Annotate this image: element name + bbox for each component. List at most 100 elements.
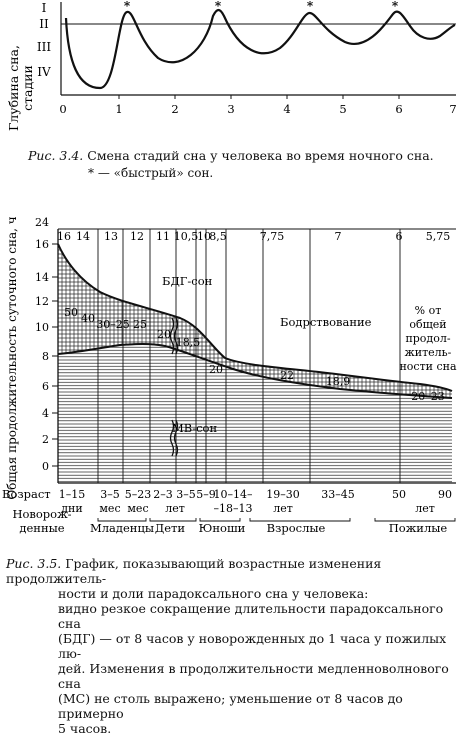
stage-label-4: IV bbox=[37, 65, 51, 79]
fig34-x-ticks: 0 1 2 3 4 5 6 7 bbox=[59, 102, 456, 116]
mv-sleep-area bbox=[58, 344, 452, 483]
svg-text:Младенцы: Младенцы bbox=[90, 521, 154, 535]
svg-text:5–23: 5–23 bbox=[125, 488, 152, 501]
svg-text:90: 90 bbox=[438, 488, 452, 501]
mv-area-boundary bbox=[57, 343, 453, 399]
y-tick-10: 10 bbox=[35, 321, 49, 334]
x-tick-5: 5 bbox=[339, 102, 346, 116]
top-value-7-75: 7,75 bbox=[260, 230, 285, 243]
pct-25: 25 bbox=[133, 318, 147, 331]
svg-text:% от: % от bbox=[415, 304, 442, 317]
y-tick-14: 14 bbox=[35, 271, 49, 284]
svg-text:3–5: 3–5 bbox=[176, 488, 196, 501]
svg-text:Пожилые: Пожилые bbox=[389, 521, 448, 535]
top-value-8-5: 8,5 bbox=[209, 230, 227, 243]
svg-text:денные: денные bbox=[19, 521, 64, 535]
fig35-caption: Рис. 3.5. График, показывающий возрастны… bbox=[6, 556, 449, 736]
label-wake: Бодрствование bbox=[280, 315, 372, 329]
pct-22: 22 bbox=[280, 369, 294, 382]
x-tick-2: 2 bbox=[171, 102, 178, 116]
rem-star-2: * bbox=[215, 0, 222, 13]
svg-text:–18–13: –18–13 bbox=[214, 502, 253, 515]
svg-text:5–9: 5–9 bbox=[196, 488, 216, 501]
fig34-caption: Рис. 3.4. Смена стадий сна у человека во… bbox=[28, 148, 434, 163]
top-value-13: 13 bbox=[104, 230, 118, 243]
pct-20b: 20 bbox=[209, 363, 223, 376]
label-percent: % от общей продол- житель- ности сна bbox=[399, 304, 457, 373]
top-values: 16 14 13 12 11 10,5 10 8,5 7,75 7 6 5,75 bbox=[57, 230, 450, 243]
rem-sleep-area bbox=[58, 244, 452, 398]
sleep-stage-curve bbox=[64, 8, 456, 90]
svg-text:мес: мес bbox=[99, 502, 120, 515]
y-tick-8: 8 bbox=[42, 350, 49, 363]
y-tick-24: 24 bbox=[35, 216, 49, 229]
fig34-ylabel: Глубина сна, bbox=[6, 45, 21, 131]
stage-label-2: II bbox=[39, 17, 49, 31]
top-value-5-75: 5,75 bbox=[426, 230, 451, 243]
pct-20a: 20 bbox=[157, 328, 171, 341]
svg-text:33–45: 33–45 bbox=[321, 488, 355, 501]
x-tick-6: 6 bbox=[395, 102, 402, 116]
svg-text:19–30: 19–30 bbox=[266, 488, 300, 501]
x-tick-4: 4 bbox=[283, 102, 290, 116]
svg-text:мес: мес bbox=[127, 502, 148, 515]
pct-20-23: 20–23 bbox=[411, 390, 445, 403]
rem-star-4: * bbox=[392, 0, 399, 13]
svg-text:50: 50 bbox=[392, 488, 406, 501]
pct-18-5: 18,5 bbox=[176, 336, 201, 349]
x-tick-1: 1 bbox=[115, 102, 122, 116]
y-tick-16: 16 bbox=[35, 238, 49, 251]
age-label: Возраст bbox=[2, 487, 51, 501]
svg-text:дни: дни bbox=[61, 502, 82, 515]
fig34-ylabel-2: стадии bbox=[20, 65, 35, 111]
svg-text:Юноши: Юноши bbox=[199, 521, 246, 535]
y-tick-4: 4 bbox=[42, 407, 49, 420]
rem-star-3: * bbox=[307, 0, 314, 13]
x-tick-0: 0 bbox=[59, 102, 66, 116]
figure-canvas: Глубина сна, стадии I II III IV * * * * … bbox=[2, 0, 457, 535]
x-tick-3: 3 bbox=[227, 102, 234, 116]
x-tick-7: 7 bbox=[449, 102, 456, 116]
svg-text:лет: лет bbox=[165, 502, 185, 515]
fig35-ylabel: Общая продолжительность суточного сна, ч bbox=[5, 216, 19, 499]
pct-30-25: 30–25 bbox=[96, 318, 130, 331]
rem-star-1: * bbox=[124, 0, 131, 13]
top-value-6: 6 bbox=[396, 230, 403, 243]
fig34-chart: Глубина сна, стадии I II III IV * * * * … bbox=[6, 0, 457, 131]
rem-percents: 50 40 30–25 25 20 18,5 20 22 18,9 20–23 bbox=[64, 306, 445, 403]
y-tick-12: 12 bbox=[35, 295, 49, 308]
svg-text:продол-: продол- bbox=[405, 332, 450, 345]
y-tick-2: 2 bbox=[42, 433, 49, 446]
svg-text:Дети: Дети bbox=[155, 521, 186, 535]
fig34-caption-note: * — «быстрый» сон. bbox=[88, 166, 214, 180]
pct-18-9: 18,9 bbox=[326, 375, 351, 388]
top-value-10-5: 10,5 bbox=[174, 230, 199, 243]
pct-40: 40 bbox=[81, 312, 95, 325]
top-value-7: 7 bbox=[335, 230, 342, 243]
svg-text:лет: лет bbox=[415, 502, 435, 515]
top-value-16: 16 bbox=[57, 230, 71, 243]
svg-text:лет: лет bbox=[273, 502, 293, 515]
svg-text:Взрослые: Взрослые bbox=[267, 521, 326, 535]
svg-text:житель-: житель- bbox=[405, 346, 452, 359]
pct-50: 50 bbox=[64, 306, 78, 319]
top-value-11: 11 bbox=[156, 230, 170, 243]
svg-text:2–3: 2–3 bbox=[153, 488, 173, 501]
svg-text:10–14–: 10–14– bbox=[214, 488, 253, 501]
svg-text:1–15: 1–15 bbox=[59, 488, 86, 501]
label-mv-sleep: МВ-сон bbox=[172, 421, 217, 435]
top-value-12: 12 bbox=[130, 230, 144, 243]
svg-text:ности сна: ности сна bbox=[399, 360, 457, 373]
top-value-14: 14 bbox=[76, 230, 90, 243]
y-tick-0: 0 bbox=[42, 460, 49, 473]
fig35-y-ticks: 24 16 14 12 10 8 6 4 2 0 bbox=[35, 216, 49, 473]
age-groups: Новорож- денные Младенцы Дети Юноши Взро… bbox=[12, 507, 447, 535]
wake-area-boundary bbox=[57, 243, 453, 392]
y-tick-6: 6 bbox=[42, 380, 49, 393]
svg-text:3–5: 3–5 bbox=[100, 488, 120, 501]
svg-text:Новорож-: Новорож- bbox=[12, 507, 71, 521]
fig35-chart: Общая продолжительность суточного сна, ч… bbox=[2, 216, 457, 535]
ages: 1–15 3–5 5–23 2–3 3–5 5–9 10–14– 19–30 3… bbox=[59, 488, 452, 515]
svg-text:общей: общей bbox=[409, 318, 446, 331]
stage-label-3: III bbox=[37, 40, 51, 54]
